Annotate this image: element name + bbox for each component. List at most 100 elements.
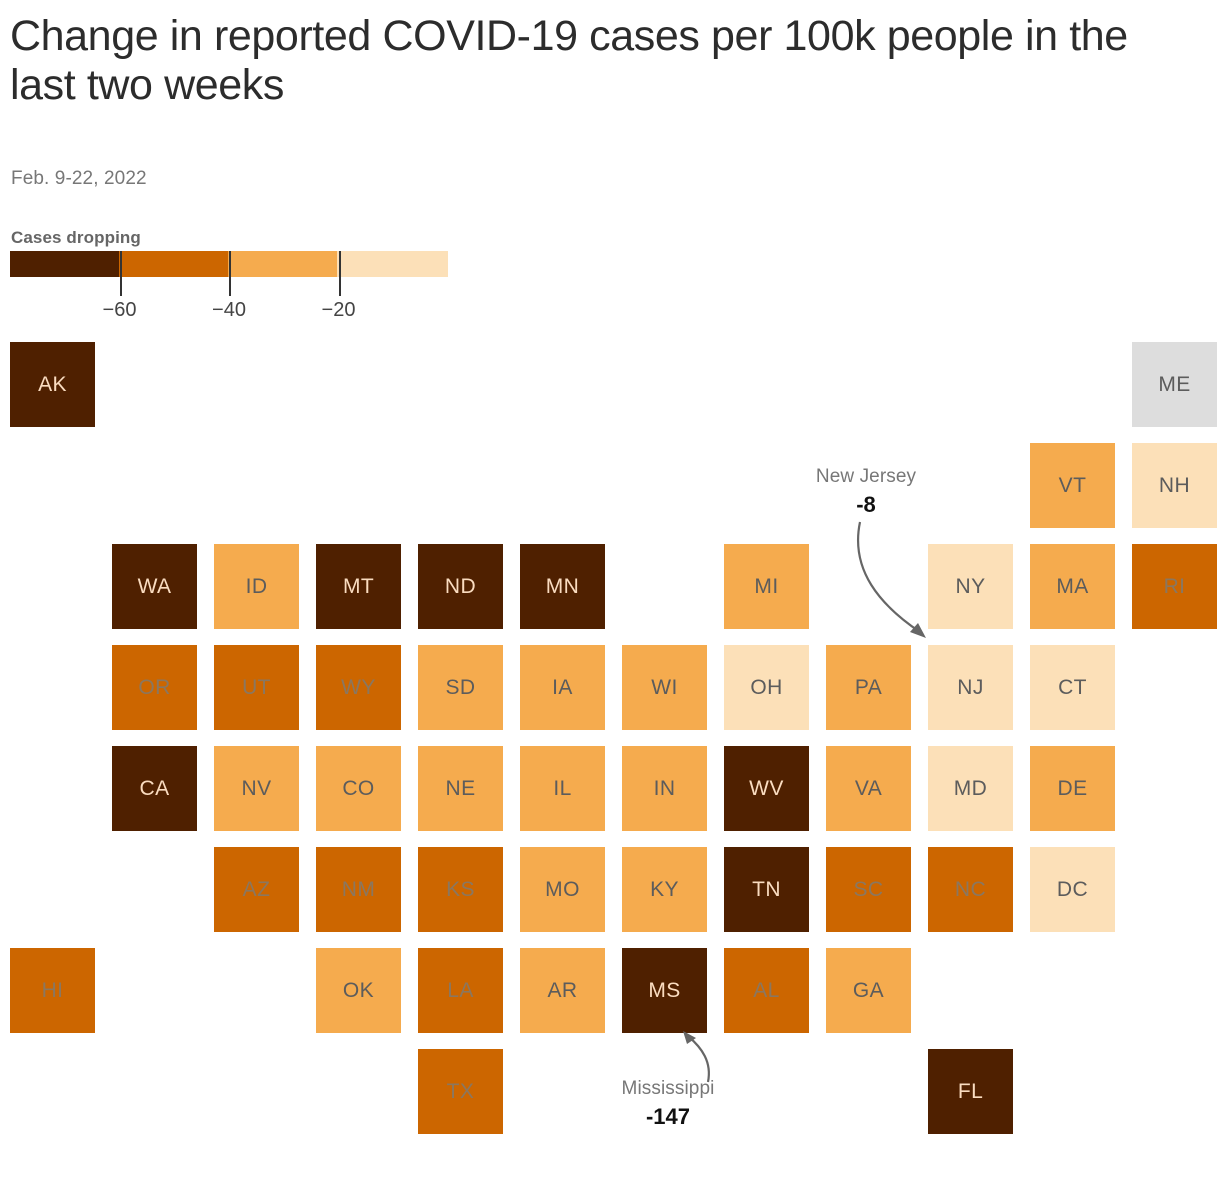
- state-label-tx: TX: [446, 1079, 475, 1103]
- state-cell-mi[interactable]: MI: [724, 544, 809, 629]
- state-cell-or[interactable]: OR: [112, 645, 197, 730]
- state-label-dc: DC: [1056, 877, 1089, 901]
- state-label-tn: TN: [752, 877, 781, 901]
- state-cell-hi[interactable]: HI: [10, 948, 95, 1033]
- state-cell-ma[interactable]: MA: [1030, 544, 1115, 629]
- state-cell-ks[interactable]: KS: [418, 847, 503, 932]
- state-label-ma: MA: [1056, 574, 1089, 598]
- annotation-mississippi: Mississippi -147: [568, 1078, 768, 1130]
- state-cell-ga[interactable]: GA: [826, 948, 911, 1033]
- state-cell-ar[interactable]: AR: [520, 948, 605, 1033]
- state-cell-nv[interactable]: NV: [214, 746, 299, 831]
- state-cell-mn[interactable]: MN: [520, 544, 605, 629]
- state-label-ms: MS: [648, 978, 681, 1002]
- annotation-mississippi-label: Mississippi: [621, 1078, 715, 1099]
- state-cell-va[interactable]: VA: [826, 746, 911, 831]
- state-label-oh: OH: [750, 675, 783, 699]
- state-cell-ms[interactable]: MS: [622, 948, 707, 1033]
- state-cell-ct[interactable]: CT: [1030, 645, 1115, 730]
- state-cell-wa[interactable]: WA: [112, 544, 197, 629]
- state-cell-nh[interactable]: NH: [1132, 443, 1217, 528]
- state-label-ok: OK: [342, 978, 375, 1002]
- state-cell-al[interactable]: AL: [724, 948, 809, 1033]
- state-label-ia: IA: [552, 675, 573, 699]
- annotation-new-jersey-value: -8: [856, 492, 876, 517]
- state-cell-me[interactable]: ME: [1132, 342, 1217, 427]
- legend-segment-1: [119, 251, 228, 277]
- state-label-ak: AK: [38, 372, 67, 396]
- state-cell-nj[interactable]: NJ: [928, 645, 1013, 730]
- state-label-ny: NY: [955, 574, 986, 598]
- state-cell-az[interactable]: AZ: [214, 847, 299, 932]
- state-cell-de[interactable]: DE: [1030, 746, 1115, 831]
- legend-segment-2: [228, 251, 337, 277]
- state-label-nc: NC: [954, 877, 987, 901]
- state-label-wa: WA: [137, 574, 172, 598]
- state-cell-pa[interactable]: PA: [826, 645, 911, 730]
- state-cell-ca[interactable]: CA: [112, 746, 197, 831]
- state-cell-ak[interactable]: AK: [10, 342, 95, 427]
- state-cell-wy[interactable]: WY: [316, 645, 401, 730]
- page-title: Change in reported COVID-19 cases per 10…: [10, 12, 1128, 110]
- state-label-or: OR: [138, 675, 171, 699]
- state-cell-la[interactable]: LA: [418, 948, 503, 1033]
- state-label-ri: RI: [1163, 574, 1186, 598]
- state-cell-vt[interactable]: VT: [1030, 443, 1115, 528]
- state-cell-ri[interactable]: RI: [1132, 544, 1217, 629]
- state-label-vt: VT: [1058, 473, 1087, 497]
- state-label-ar: AR: [547, 978, 578, 1002]
- state-label-nm: NM: [341, 877, 376, 901]
- state-label-nj: NJ: [957, 675, 984, 699]
- state-cell-oh[interactable]: OH: [724, 645, 809, 730]
- state-cell-nm[interactable]: NM: [316, 847, 401, 932]
- state-label-il: IL: [553, 776, 572, 800]
- state-label-pa: PA: [854, 675, 883, 699]
- state-cell-sd[interactable]: SD: [418, 645, 503, 730]
- state-label-va: VA: [854, 776, 883, 800]
- state-cell-md[interactable]: MD: [928, 746, 1013, 831]
- state-cell-mo[interactable]: MO: [520, 847, 605, 932]
- state-label-wy: WY: [341, 675, 376, 699]
- state-cell-ne[interactable]: NE: [418, 746, 503, 831]
- state-label-me: ME: [1158, 372, 1191, 396]
- state-label-co: CO: [342, 776, 375, 800]
- state-label-sd: SD: [445, 675, 476, 699]
- state-label-in: IN: [653, 776, 676, 800]
- state-cell-ia[interactable]: IA: [520, 645, 605, 730]
- state-cell-ok[interactable]: OK: [316, 948, 401, 1033]
- date-range-subtitle: Feb. 9-22, 2022: [11, 168, 147, 189]
- state-cell-ny[interactable]: NY: [928, 544, 1013, 629]
- state-cell-co[interactable]: CO: [316, 746, 401, 831]
- state-cell-tx[interactable]: TX: [418, 1049, 503, 1134]
- state-label-ks: KS: [446, 877, 475, 901]
- state-cell-ky[interactable]: KY: [622, 847, 707, 932]
- state-label-id: ID: [245, 574, 268, 598]
- state-label-ga: GA: [852, 978, 885, 1002]
- state-label-ne: NE: [445, 776, 476, 800]
- state-label-hi: HI: [41, 978, 64, 1002]
- state-cell-ut[interactable]: UT: [214, 645, 299, 730]
- state-cell-dc[interactable]: DC: [1030, 847, 1115, 932]
- state-label-ky: KY: [650, 877, 679, 901]
- state-cell-fl[interactable]: FL: [928, 1049, 1013, 1134]
- state-label-sc: SC: [853, 877, 884, 901]
- state-cell-sc[interactable]: SC: [826, 847, 911, 932]
- legend-segment-0: [10, 251, 119, 277]
- state-label-fl: FL: [957, 1079, 984, 1103]
- state-label-al: AL: [753, 978, 780, 1002]
- state-cell-nc[interactable]: NC: [928, 847, 1013, 932]
- state-cell-nd[interactable]: ND: [418, 544, 503, 629]
- state-label-mi: MI: [754, 574, 779, 598]
- state-cell-id[interactable]: ID: [214, 544, 299, 629]
- state-cell-il[interactable]: IL: [520, 746, 605, 831]
- state-cell-mt[interactable]: MT: [316, 544, 401, 629]
- state-cell-tn[interactable]: TN: [724, 847, 809, 932]
- annotation-new-jersey: New Jersey -8: [766, 466, 966, 518]
- state-label-de: DE: [1057, 776, 1088, 800]
- state-cell-in[interactable]: IN: [622, 746, 707, 831]
- state-cell-wi[interactable]: WI: [622, 645, 707, 730]
- state-label-mo: MO: [545, 877, 580, 901]
- state-label-mt: MT: [342, 574, 375, 598]
- state-cell-wv[interactable]: WV: [724, 746, 809, 831]
